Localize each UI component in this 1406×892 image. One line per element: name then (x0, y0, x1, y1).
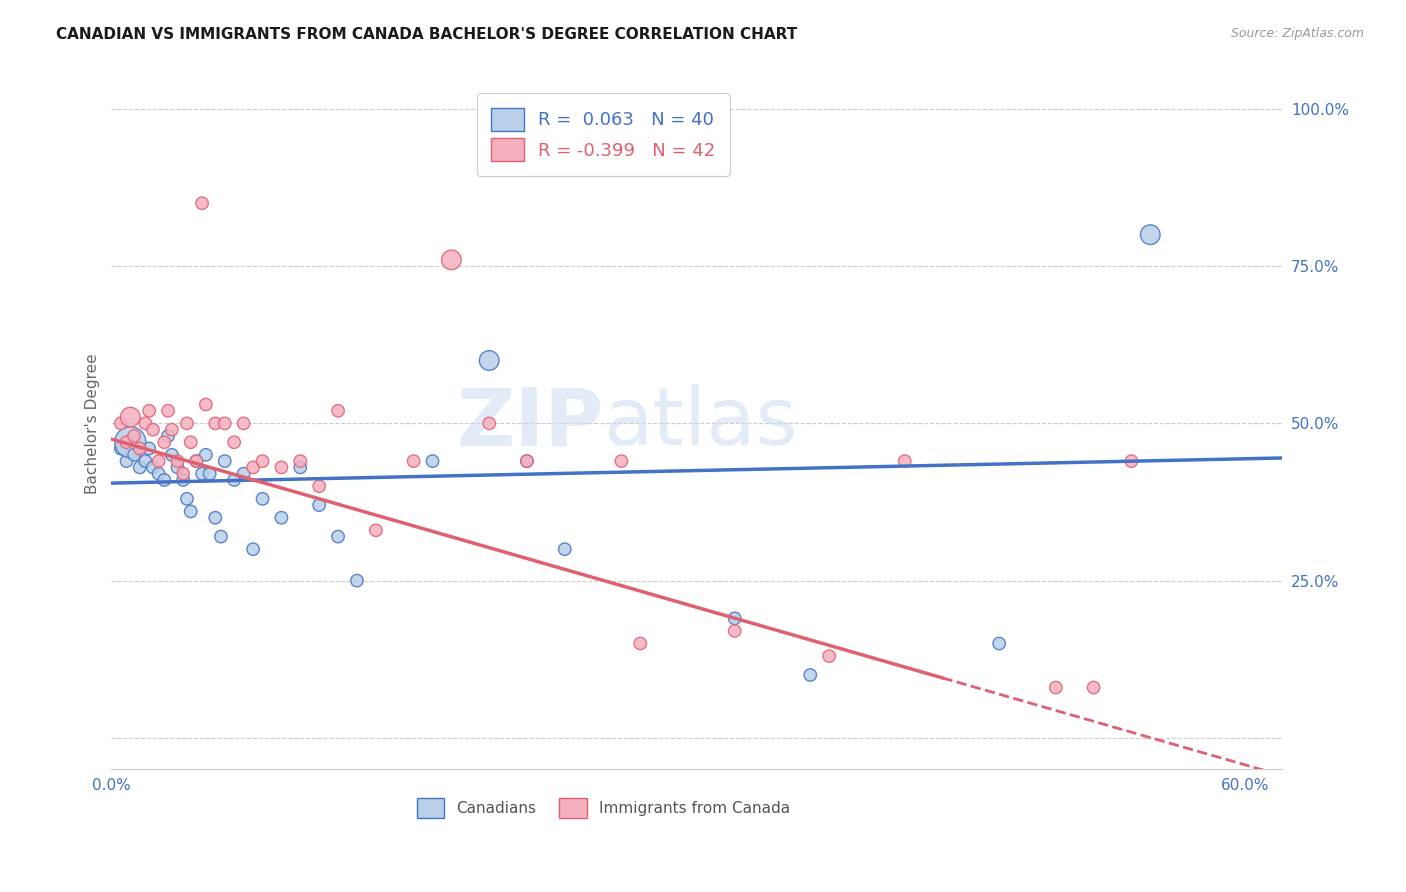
Point (115, 435, 138, 450)
Point (252, 454, 274, 468)
Point (160, 448, 183, 462)
Point (166, 460, 188, 475)
Point (724, 611, 747, 625)
Point (516, 454, 538, 468)
Point (326, 530, 349, 544)
Text: Source: ZipAtlas.com: Source: ZipAtlas.com (1230, 27, 1364, 40)
Point (134, 454, 156, 468)
Y-axis label: Bachelor's Degree: Bachelor's Degree (86, 353, 100, 493)
Point (214, 454, 236, 468)
Point (180, 504, 202, 518)
Point (893, 454, 915, 468)
Point (120, 410, 142, 425)
Point (478, 353, 501, 368)
Point (290, 460, 312, 475)
Point (214, 417, 236, 431)
Point (138, 404, 160, 418)
Point (252, 491, 274, 506)
Point (122, 448, 145, 462)
Point (115, 454, 138, 468)
Point (110, 442, 132, 456)
Point (128, 460, 150, 475)
Point (134, 417, 156, 431)
Point (242, 460, 264, 475)
Point (610, 454, 633, 468)
Point (194, 397, 217, 411)
Text: CANADIAN VS IMMIGRANTS FROM CANADA BACHELOR'S DEGREE CORRELATION CHART: CANADIAN VS IMMIGRANTS FROM CANADA BACHE… (56, 27, 797, 42)
Point (176, 491, 198, 506)
Point (1139, 227, 1161, 242)
Point (209, 530, 232, 544)
Point (364, 524, 387, 538)
Point (232, 417, 254, 431)
Point (346, 574, 368, 588)
Point (172, 467, 194, 481)
Point (120, 435, 142, 450)
Point (799, 668, 821, 682)
Point (1083, 681, 1105, 695)
Point (148, 454, 170, 468)
Point (166, 454, 188, 468)
Point (204, 417, 226, 431)
Point (142, 460, 165, 475)
Point (554, 542, 576, 557)
Point (1045, 681, 1067, 695)
Point (422, 454, 444, 468)
Point (308, 498, 330, 512)
Point (186, 454, 208, 468)
Text: ZIP: ZIP (456, 384, 603, 462)
Point (198, 467, 221, 481)
Point (186, 454, 208, 468)
Point (818, 649, 841, 664)
Point (176, 417, 198, 431)
Point (224, 435, 246, 450)
Point (138, 442, 160, 456)
Point (153, 473, 176, 487)
Point (628, 636, 651, 650)
Point (148, 467, 170, 481)
Point (724, 624, 747, 638)
Point (128, 442, 150, 456)
Point (110, 417, 132, 431)
Point (224, 473, 246, 487)
Point (326, 404, 349, 418)
Point (157, 404, 180, 418)
Point (440, 252, 463, 267)
Point (988, 636, 1011, 650)
Point (180, 435, 202, 450)
Point (153, 435, 176, 450)
Point (142, 423, 165, 437)
Point (204, 510, 226, 524)
Point (1121, 454, 1143, 468)
Point (308, 479, 330, 493)
Point (270, 510, 292, 524)
Point (172, 473, 194, 487)
Point (122, 429, 145, 443)
Point (516, 454, 538, 468)
Point (194, 448, 217, 462)
Legend: Canadians, Immigrants from Canada: Canadians, Immigrants from Canada (411, 792, 796, 824)
Point (402, 454, 425, 468)
Point (157, 429, 180, 443)
Point (242, 542, 264, 557)
Point (290, 454, 312, 468)
Point (160, 423, 183, 437)
Point (191, 196, 214, 211)
Text: atlas: atlas (603, 384, 797, 462)
Point (232, 467, 254, 481)
Point (191, 467, 214, 481)
Point (270, 460, 292, 475)
Point (478, 417, 501, 431)
